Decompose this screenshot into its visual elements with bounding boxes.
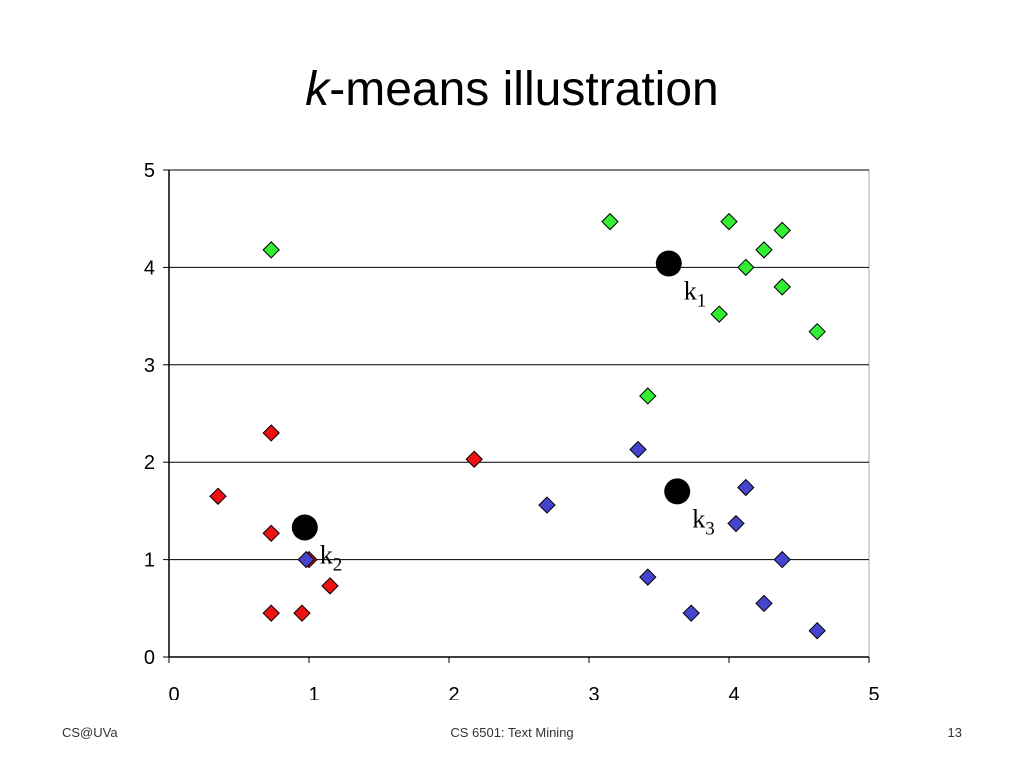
x-tick-label: 5 bbox=[868, 684, 879, 700]
data-point bbox=[262, 604, 280, 622]
data-point bbox=[639, 568, 657, 586]
centroid-marker bbox=[291, 514, 318, 541]
data-point bbox=[682, 604, 700, 622]
y-tick-label: 0 bbox=[144, 647, 155, 669]
x-tick-label: 1 bbox=[308, 684, 319, 700]
footer-course: CS 6501: Text Mining bbox=[450, 725, 574, 740]
data-point bbox=[293, 604, 311, 622]
data-point bbox=[720, 212, 738, 231]
x-tick-label: 4 bbox=[728, 684, 739, 700]
centroid-label-subscript: 1 bbox=[697, 291, 707, 312]
data-point bbox=[262, 424, 280, 442]
data-point bbox=[209, 487, 227, 505]
footer-page-number: 13 bbox=[947, 725, 962, 740]
y-tick-label: 4 bbox=[144, 257, 155, 279]
data-point bbox=[808, 322, 826, 341]
centroid-marker bbox=[655, 250, 682, 277]
data-point bbox=[773, 550, 791, 569]
centroid-label-subscript: 2 bbox=[333, 554, 343, 575]
data-point bbox=[737, 258, 755, 277]
data-point bbox=[629, 440, 647, 459]
y-tick-label: 3 bbox=[144, 355, 155, 377]
data-point bbox=[808, 621, 826, 640]
data-point bbox=[755, 594, 773, 613]
y-tick-label: 2 bbox=[144, 452, 155, 474]
data-point bbox=[737, 478, 755, 497]
x-tick-label: 3 bbox=[588, 684, 599, 700]
centroid-marker bbox=[664, 478, 691, 505]
data-point bbox=[727, 514, 745, 533]
data-point bbox=[321, 577, 339, 595]
data-point bbox=[465, 450, 483, 468]
axes bbox=[163, 169, 870, 663]
data-point bbox=[297, 550, 315, 569]
data-point bbox=[639, 387, 657, 405]
data-point bbox=[601, 212, 619, 231]
slide-title: k-means illustration bbox=[0, 62, 1024, 117]
grid-lines bbox=[169, 169, 869, 561]
footer-affiliation: CS@UVa bbox=[62, 725, 118, 740]
data-points bbox=[209, 212, 826, 640]
y-tick-label: 5 bbox=[144, 160, 155, 182]
data-point bbox=[773, 221, 791, 240]
x-tick-label: 0 bbox=[168, 684, 179, 700]
data-point bbox=[755, 241, 773, 259]
data-point bbox=[710, 305, 728, 323]
data-point bbox=[262, 524, 280, 543]
y-tick-label: 1 bbox=[144, 550, 155, 572]
plot-area bbox=[168, 169, 870, 658]
tick-labels: 0 1 2 3 4 5 0 1 2 3 4 5 bbox=[144, 160, 880, 700]
title-text: -means illustration bbox=[329, 63, 719, 116]
x-tick-label: 2 bbox=[448, 684, 459, 700]
data-point bbox=[262, 241, 280, 259]
title-italic-k: k bbox=[305, 63, 330, 116]
centroid-label-subscript: 3 bbox=[705, 518, 715, 539]
data-point bbox=[773, 278, 791, 296]
data-point bbox=[538, 496, 556, 514]
